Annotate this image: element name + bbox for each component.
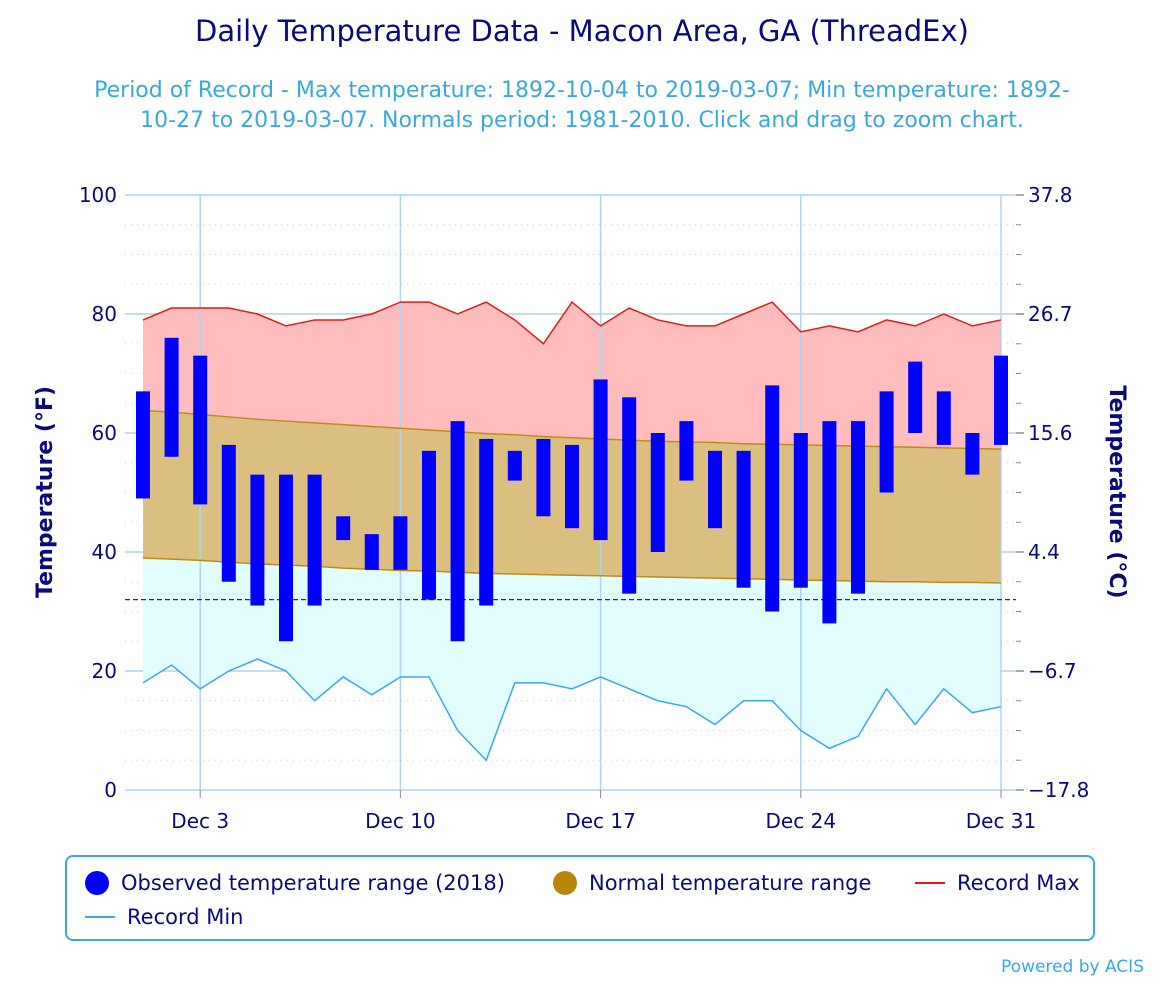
powered-by-credit[interactable]: Powered by ACIS [1001,957,1144,977]
observed-range-bar [736,450,751,588]
y-tick-label-left: 100 [79,183,117,207]
x-tick-label: Dec 24 [766,809,837,833]
observed-range-bar [336,516,351,541]
legend-item-record-max[interactable]: Record Max [915,871,1080,895]
legend-observed-dot-icon [85,871,109,895]
chart-legend: Observed temperature range (2018) Normal… [65,855,1095,941]
observed-range-bar [994,355,1008,445]
observed-range-bar [279,474,293,642]
legend-record-max-line-icon [915,882,945,884]
legend-label-record-max: Record Max [957,871,1080,895]
x-tick-label: Dec 17 [565,809,636,833]
observed-range-bar [765,385,780,612]
legend-label-observed: Observed temperature range (2018) [121,871,505,895]
observed-range-bar [536,438,551,517]
observed-range-bar [393,516,408,570]
y-tick-label-right: 4.4 [1028,540,1060,564]
observed-range-bar [507,450,522,481]
y-tick-label-right: 37.8 [1028,183,1073,207]
legend-record-min-line-icon [85,916,115,918]
y-tick-label-right: 15.6 [1028,421,1073,445]
observed-range-bar [422,450,436,600]
y-axis-label-right: Temperature (°C) [1104,385,1129,598]
observed-range-bar [364,534,379,570]
y-tick-label-left: 40 [92,540,117,564]
observed-range-bar [936,391,951,445]
observed-range-bar [908,361,923,433]
observed-range-bar [708,450,722,529]
x-tick-label: Dec 31 [966,809,1037,833]
record-min-area [143,557,1001,761]
observed-range-bar [164,337,179,457]
y-tick-label-right: 26.7 [1028,302,1073,326]
observed-range-bar [221,444,236,582]
observed-range-bar [851,421,865,594]
legend-item-normal[interactable]: Normal temperature range [553,871,871,895]
observed-range-bar [565,444,579,529]
x-tick-label: Dec 3 [171,809,229,833]
y-axis-label-left: Temperature (°F) [33,386,58,598]
observed-range-bar [793,433,808,588]
chart-subtitle: Period of Record - Max temperature: 1892… [94,78,1070,133]
legend-item-observed[interactable]: Observed temperature range (2018) [85,871,505,895]
y-tick-label-left: 20 [92,659,117,683]
legend-label-record-min: Record Min [127,905,244,929]
legend-label-normal: Normal temperature range [589,871,872,895]
y-tick-label-left: 0 [104,778,117,802]
observed-range-bar [965,433,980,475]
observed-range-bar [250,474,265,606]
observed-range-bar [622,397,637,594]
y-tick-label-right: −6.7 [1028,659,1077,683]
observed-range-bar [193,355,208,505]
legend-normal-dot-icon [553,871,577,895]
y-tick-label-right: −17.8 [1028,778,1089,802]
observed-range-bar [136,391,150,499]
y-tick-label-left: 60 [92,421,117,445]
x-tick-label: Dec 10 [365,809,436,833]
record-max-line [142,300,1002,345]
y-tick-label-left: 80 [92,302,117,326]
legend-item-record-min[interactable]: Record Min [85,905,244,929]
record-max-area [143,302,1001,450]
observed-range-bar [593,379,608,541]
observed-range-bar [450,421,465,642]
observed-range-bar [879,391,894,493]
chart-title: Daily Temperature Data - Macon Area, GA … [195,14,969,48]
observed-range-bar [650,433,665,552]
observed-range-bar [679,421,694,481]
record-min-line [142,658,1002,762]
observed-range-bar [307,474,322,606]
observed-range-bar [822,421,837,624]
observed-range-bar [479,438,494,606]
